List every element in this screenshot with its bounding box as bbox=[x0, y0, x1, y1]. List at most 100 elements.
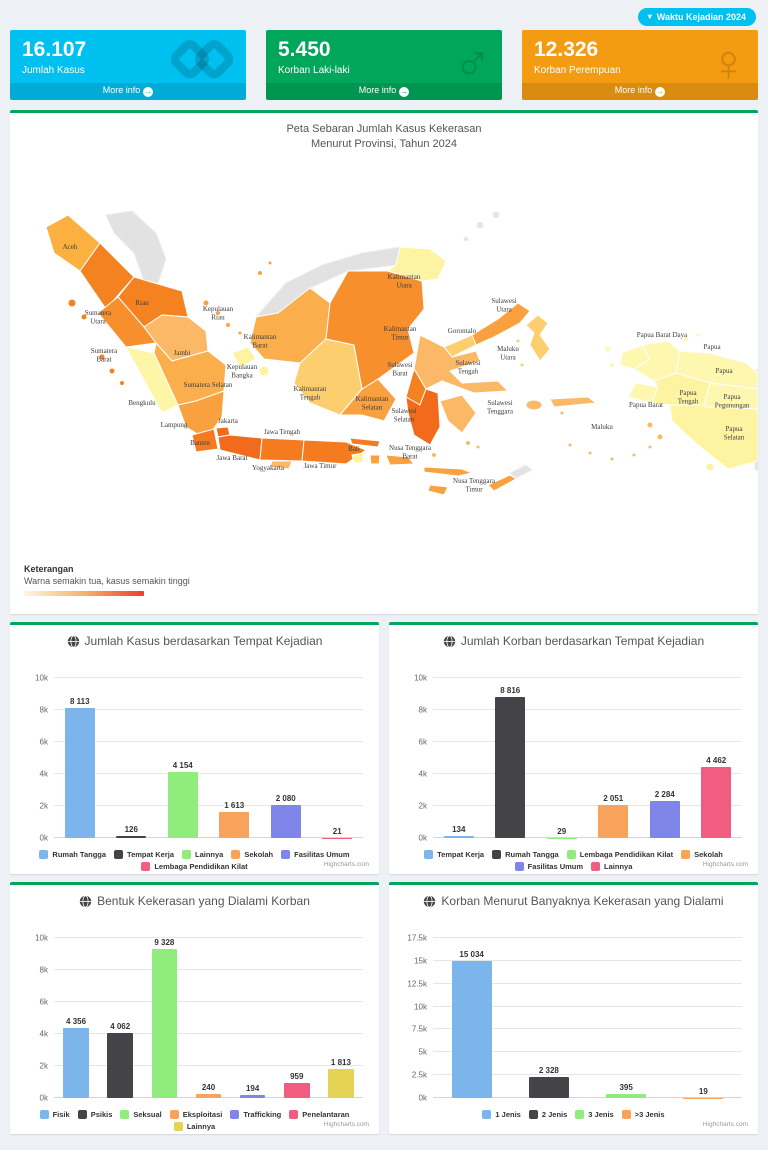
bar-sekolah[interactable] bbox=[219, 812, 250, 838]
legend-item-rumah-tangga[interactable]: Rumah Tangga bbox=[39, 850, 106, 859]
legend-item-sekolah[interactable]: Sekolah bbox=[231, 850, 273, 859]
province-nusa-tenggara-timur[interactable] bbox=[423, 466, 517, 496]
legend-item-tempat-kerja[interactable]: Tempat Kerja bbox=[114, 850, 174, 859]
highcharts-credit[interactable]: Highcharts.com bbox=[702, 1121, 748, 1128]
bar-trafficking[interactable] bbox=[239, 1094, 266, 1098]
province-banten[interactable] bbox=[191, 428, 219, 453]
bar-lainnya[interactable] bbox=[167, 771, 198, 838]
province-lampung[interactable] bbox=[177, 390, 225, 440]
bar-sekolah[interactable] bbox=[598, 805, 629, 838]
legend-item-lembaga-pendidikan-kilat[interactable]: Lembaga Pendidikan Kilat bbox=[566, 850, 673, 859]
highcharts-credit[interactable]: Highcharts.com bbox=[702, 861, 748, 868]
province-kepulauan-bangka-belitung[interactable] bbox=[231, 346, 270, 377]
province-kalimantan-utara[interactable] bbox=[387, 246, 447, 282]
legend-item-lainnya[interactable]: Lainnya bbox=[173, 1122, 215, 1131]
legend-item-fasilitas-umum[interactable]: Fasilitas Umum bbox=[281, 850, 350, 859]
province-papua-barat[interactable] bbox=[627, 340, 681, 404]
legend-item-seksual[interactable]: Seksual bbox=[120, 1110, 162, 1119]
province-sulawesi-selatan[interactable] bbox=[405, 388, 441, 446]
province-yogyakarta[interactable] bbox=[269, 460, 293, 470]
province-sumatera-barat[interactable] bbox=[108, 367, 116, 375]
chart-title: Bentuk Kekerasan yang Dialami Korban bbox=[10, 885, 379, 908]
legend-item-rumah-tangga[interactable]: Rumah Tangga bbox=[492, 850, 559, 859]
province-sulawesi-utara[interactable] bbox=[471, 302, 531, 346]
bar-tempat-kerja[interactable] bbox=[116, 835, 147, 838]
bar-lainnya[interactable] bbox=[328, 1069, 354, 1098]
legend-item-eksploitasi[interactable]: Eksploitasi bbox=[169, 1110, 222, 1119]
more-info-button[interactable]: More info → bbox=[266, 83, 502, 100]
highcharts-credit[interactable]: Highcharts.com bbox=[323, 861, 369, 868]
province-maluku[interactable] bbox=[525, 396, 664, 462]
bar-3-jenis[interactable] bbox=[606, 1094, 647, 1098]
bar-2-jenis[interactable] bbox=[528, 1076, 569, 1098]
card-korban-laki-laki[interactable]: 5.450 Korban Laki-laki ♂ More info → bbox=[266, 30, 502, 100]
province-sumatera-utara[interactable] bbox=[67, 298, 77, 308]
legend-label: 2 Jenis bbox=[541, 1110, 568, 1119]
card-korban-perempuan[interactable]: 12.326 Korban Perempuan ♀ More info → bbox=[522, 30, 758, 100]
province-maluku-utara[interactable] bbox=[515, 314, 551, 368]
province-kepulauan-riau[interactable] bbox=[202, 260, 273, 336]
legend-item-2-jenis[interactable]: 2 Jenis bbox=[528, 1110, 568, 1119]
legend-item--3-jenis[interactable]: >3 Jenis bbox=[621, 1110, 665, 1119]
bar-value-label: 4 154 bbox=[172, 760, 193, 770]
legend-item-lainnya[interactable]: Lainnya bbox=[591, 862, 632, 871]
more-info-button[interactable]: More info → bbox=[522, 83, 758, 100]
legend-swatch bbox=[621, 1110, 631, 1119]
legend-item-3-jenis[interactable]: 3 Jenis bbox=[575, 1110, 614, 1119]
legend-item-sekolah[interactable]: Sekolah bbox=[681, 850, 723, 859]
legend-item-1-jenis[interactable]: 1 Jenis bbox=[482, 1110, 521, 1119]
province-bali[interactable] bbox=[351, 452, 365, 464]
map-label: Kalimantan Timur bbox=[384, 325, 417, 342]
bar-fisik[interactable] bbox=[63, 1028, 89, 1098]
legend-item-fisik[interactable]: Fisik bbox=[39, 1110, 70, 1119]
province-papua-selatan[interactable] bbox=[669, 404, 758, 472]
bar-lembaga-pendidikan-kilat[interactable] bbox=[322, 837, 353, 838]
legend-label: 3 Jenis bbox=[588, 1110, 614, 1119]
bar-rumah-tangga[interactable] bbox=[64, 708, 95, 838]
indonesia-choropleth-map[interactable]: Aceh Sumatera Utara Riau Kepulauan Riau Sumate… bbox=[10, 155, 758, 515]
bar-fasilitas-umum[interactable] bbox=[270, 804, 301, 838]
province-nusa-tenggara-barat[interactable] bbox=[369, 454, 415, 466]
bar-seksual[interactable] bbox=[151, 949, 178, 1098]
province-sumatera-barat[interactable] bbox=[98, 353, 106, 361]
card-jumlah-kasus[interactable]: 16.107 Jumlah Kasus More info → bbox=[10, 30, 246, 100]
bar-rumah-tangga[interactable] bbox=[495, 696, 526, 838]
province-sumatera-barat[interactable] bbox=[97, 296, 157, 348]
bar-lainnya[interactable] bbox=[701, 766, 732, 838]
province-papua-barat-daya[interactable] bbox=[604, 344, 651, 370]
province-sumatera-utara[interactable] bbox=[80, 313, 88, 321]
highcharts-credit[interactable]: Highcharts.com bbox=[323, 1121, 369, 1128]
bar--3-jenis[interactable] bbox=[683, 1097, 724, 1098]
bar-fasilitas-umum[interactable] bbox=[649, 801, 680, 838]
bar-tempat-kerja[interactable] bbox=[443, 835, 474, 838]
bar-psikis[interactable] bbox=[107, 1033, 133, 1098]
bar-lembaga-pendidikan-kilat[interactable] bbox=[546, 837, 577, 838]
waktu-kejadian-filter-badge[interactable]: ▾ Waktu Kejadian 2024 bbox=[637, 8, 756, 26]
province-sulawesi-tenggara[interactable] bbox=[431, 394, 481, 458]
legend-item-trafficking[interactable]: Trafficking bbox=[230, 1110, 281, 1119]
map-label: Kalimantan Tengah bbox=[294, 385, 327, 402]
legend-item-lainnya[interactable]: Lainnya bbox=[182, 850, 223, 859]
y-axis-label: 0k bbox=[418, 1093, 427, 1103]
province-jawa-timur[interactable] bbox=[349, 437, 381, 448]
legend-item-tempat-kerja[interactable]: Tempat Kerja bbox=[424, 850, 484, 859]
map-label: Papua Tengah bbox=[678, 389, 699, 406]
map-label: Kalimantan Selatan bbox=[356, 395, 389, 412]
plot-area: 0k 2k 4k 6k 8k 10k 8 113 126 4 154 1 613 2 080 21 bbox=[35, 674, 363, 843]
map-label: Nusa Tenggara Barat bbox=[389, 444, 432, 461]
legend-item-penelantaran[interactable]: Penelantaran bbox=[289, 1110, 349, 1119]
province-kalimantan-timur[interactable] bbox=[325, 270, 425, 390]
province-sulawesi-tengah[interactable] bbox=[413, 334, 509, 394]
arrow-circle-icon: → bbox=[655, 87, 666, 97]
gridline bbox=[433, 937, 742, 938]
bar-eksploitasi[interactable] bbox=[195, 1094, 222, 1098]
province-jawa-tengah[interactable] bbox=[259, 437, 305, 462]
bar-1-jenis[interactable] bbox=[451, 960, 492, 1098]
chart-title: Jumlah Kasus berdasarkan Tempat Kejadian bbox=[10, 625, 379, 648]
legend-item-fasilitas-umum[interactable]: Fasilitas Umum bbox=[514, 862, 583, 871]
more-info-button[interactable]: More info → bbox=[10, 83, 246, 100]
legend-item-lembaga-pendidikan-kilat[interactable]: Lembaga Pendidikan Kilat bbox=[141, 862, 248, 871]
province-sumatera-barat[interactable] bbox=[119, 379, 125, 386]
bar-penelantaran[interactable] bbox=[283, 1082, 310, 1098]
legend-item-psikis[interactable]: Psikis bbox=[77, 1110, 112, 1119]
